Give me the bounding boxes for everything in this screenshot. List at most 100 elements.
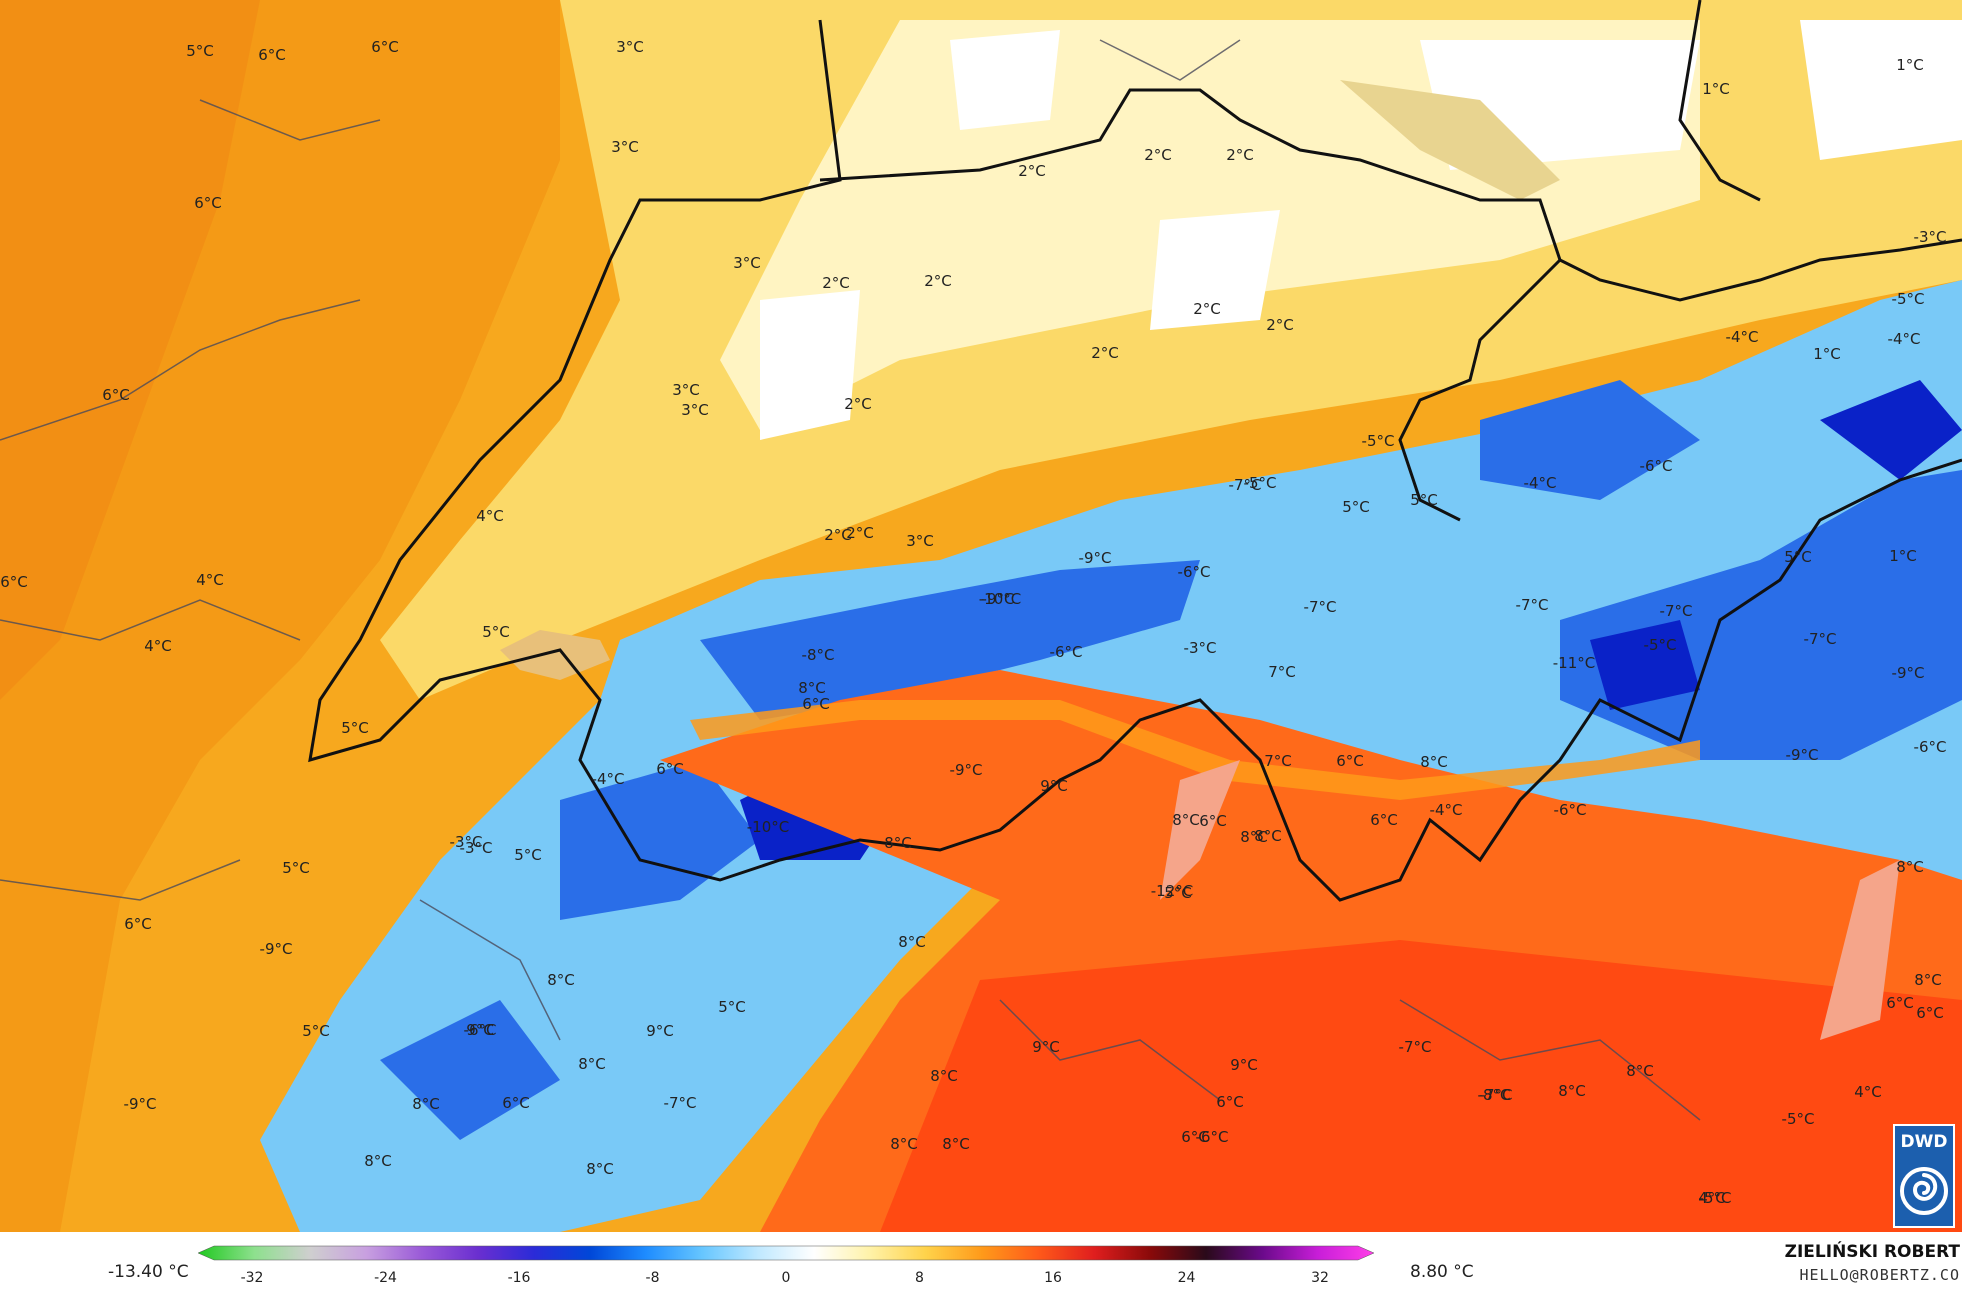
- scale-tick-label: 16: [1044, 1270, 1062, 1286]
- temperature-label: 8°C: [1626, 1062, 1654, 1080]
- temperature-label: -5°C: [1644, 636, 1677, 654]
- temperature-label: -3°C: [1184, 639, 1217, 657]
- temperature-label: 6°C: [1916, 1004, 1944, 1022]
- temperature-label: -6°C: [1196, 1128, 1229, 1146]
- legend-max-label: 8.80 °C: [1410, 1262, 1474, 1282]
- temperature-label: 8°C: [930, 1067, 958, 1085]
- temperature-label: 6°C: [1336, 752, 1364, 770]
- temperature-label: 6°C: [371, 38, 399, 56]
- temperature-label: 2°C: [822, 274, 850, 292]
- temperature-label: 5°C: [1410, 491, 1438, 509]
- temperature-label: 8°C: [578, 1055, 606, 1073]
- temperature-label: 5°C: [341, 719, 369, 737]
- temperature-label: 8°C: [1420, 753, 1448, 771]
- temperature-label: 5°C: [186, 42, 214, 60]
- temperature-label: 6°C: [1886, 994, 1914, 1012]
- temperature-label: -6°C: [1914, 738, 1947, 756]
- temperature-label: 5°C: [1784, 548, 1812, 566]
- temperature-label: -7°C: [1399, 1038, 1432, 1056]
- temperature-label: 8°C: [942, 1135, 970, 1153]
- temperature-label: 8°C: [798, 679, 826, 697]
- temperature-label: 6°C: [102, 386, 130, 404]
- temperature-label: 8°C: [547, 971, 575, 989]
- temperature-label: -7°C: [1304, 598, 1337, 616]
- temperature-label: 9°C: [1032, 1038, 1060, 1056]
- temperature-label: 2°C: [1266, 316, 1294, 334]
- temperature-label: 7°C: [1264, 752, 1292, 770]
- temperature-label: -10°C: [747, 818, 789, 836]
- alpine-coldest-region: [380, 380, 1962, 1140]
- temperature-label: -5°C: [1362, 432, 1395, 450]
- temperature-label: 8°C: [364, 1152, 392, 1170]
- temperature-label: 3°C: [733, 254, 761, 272]
- temperature-label: 6°C: [656, 760, 684, 778]
- temperature-label: -9°C: [1786, 746, 1819, 764]
- temperature-label: 6°C: [194, 194, 222, 212]
- temperature-label: 1°C: [1896, 56, 1924, 74]
- temperature-label: 9°C: [1040, 777, 1068, 795]
- temperature-label: 9°C: [646, 1022, 674, 1040]
- temperature-label: 2°C: [1226, 146, 1254, 164]
- scale-tick-label: 32: [1311, 1270, 1329, 1286]
- scale-tick-label: 24: [1178, 1270, 1196, 1286]
- scale-tick-label: -8: [646, 1270, 660, 1286]
- po-valley-warmest-region: [880, 940, 1962, 1232]
- temperature-label: 1°C: [1813, 345, 1841, 363]
- temperature-label: -7°C: [1660, 602, 1693, 620]
- temperature-label: 5°C: [482, 623, 510, 641]
- swirl-icon: [1900, 1167, 1948, 1215]
- temperature-label: 3°C: [616, 38, 644, 56]
- temperature-label: 8°C: [1896, 858, 1924, 876]
- temperature-label: -9°C: [260, 940, 293, 958]
- temperature-label: -3°C: [450, 833, 483, 851]
- temperature-label: -8°C: [802, 646, 835, 664]
- temperature-label: -4°C: [1888, 330, 1921, 348]
- temperature-label: 4°C: [144, 637, 172, 655]
- temperature-label: -8°C: [1478, 1086, 1511, 1104]
- temperature-label: 5°C: [1164, 884, 1192, 902]
- temperature-label: -6°C: [1050, 643, 1083, 661]
- white-zones: [760, 20, 1962, 440]
- temperature-label: -9°C: [950, 761, 983, 779]
- warmer-west-edge: [0, 0, 260, 700]
- temperature-label: -7°C: [664, 1094, 697, 1112]
- temperature-label: 1°C: [1889, 547, 1917, 565]
- temperature-label: -7°C: [1804, 630, 1837, 648]
- temperature-label: 6°C: [124, 915, 152, 933]
- temperature-label: 2°C: [1091, 344, 1119, 362]
- temperature-label: 8°C: [884, 834, 912, 852]
- temperature-labels: 5°C 6°C 6°C 3°C3°C6°C2°C2°C 2°C1°C1°C3°C2°C3…: [0, 38, 1946, 1207]
- lake-geneva: [500, 630, 610, 680]
- temperature-label: 8°C: [890, 1135, 918, 1153]
- temperature-label: -3°C: [460, 839, 493, 857]
- temperature-label: 8°C: [1254, 827, 1282, 845]
- temperature-label: 2°C: [1018, 162, 1046, 180]
- temperature-label: 6°C: [0, 573, 28, 591]
- temperature-label: 5°C: [514, 846, 542, 864]
- temperature-label: -9°C: [124, 1095, 157, 1113]
- temperature-label: -4°C: [1524, 474, 1557, 492]
- temperature-label: 4°C: [1854, 1083, 1882, 1101]
- country-border-main: [308, 19, 1962, 902]
- temperature-label: 8°C: [1240, 828, 1268, 846]
- scale-ticks: -32 -24 -16 -8 0 8 16 24 32: [241, 1270, 1329, 1286]
- temperature-label: -7°C: [1516, 596, 1549, 614]
- temperature-label: 5°C: [718, 998, 746, 1016]
- temperature-label: -9°C: [1079, 549, 1112, 567]
- dwd-logo-text: DWD: [1900, 1132, 1948, 1152]
- temperature-label: 3°C: [611, 138, 639, 156]
- temperature-label: -6°C: [1554, 801, 1587, 819]
- temperature-label: 6°C: [1199, 812, 1227, 830]
- map-canvas: 5°C 6°C 6°C 3°C3°C6°C2°C2°C 2°C1°C1°C3°C2°C3…: [0, 0, 1962, 1232]
- temperature-label: 5°C: [1342, 498, 1370, 516]
- temperature-label: 6°C: [258, 46, 286, 64]
- temperature-label: 2°C: [1193, 300, 1221, 318]
- temperature-label: -5°C: [1699, 1189, 1732, 1207]
- temperature-label: 2°C: [924, 272, 952, 290]
- temperature-label: -12°C: [1151, 882, 1193, 900]
- temperature-label: -7°C: [1229, 476, 1262, 494]
- temperature-label: 8°C: [412, 1095, 440, 1113]
- scale-tick-label: -32: [241, 1270, 264, 1286]
- temperature-label: 6°C: [1181, 1128, 1209, 1146]
- temperature-label: 8°C: [586, 1160, 614, 1178]
